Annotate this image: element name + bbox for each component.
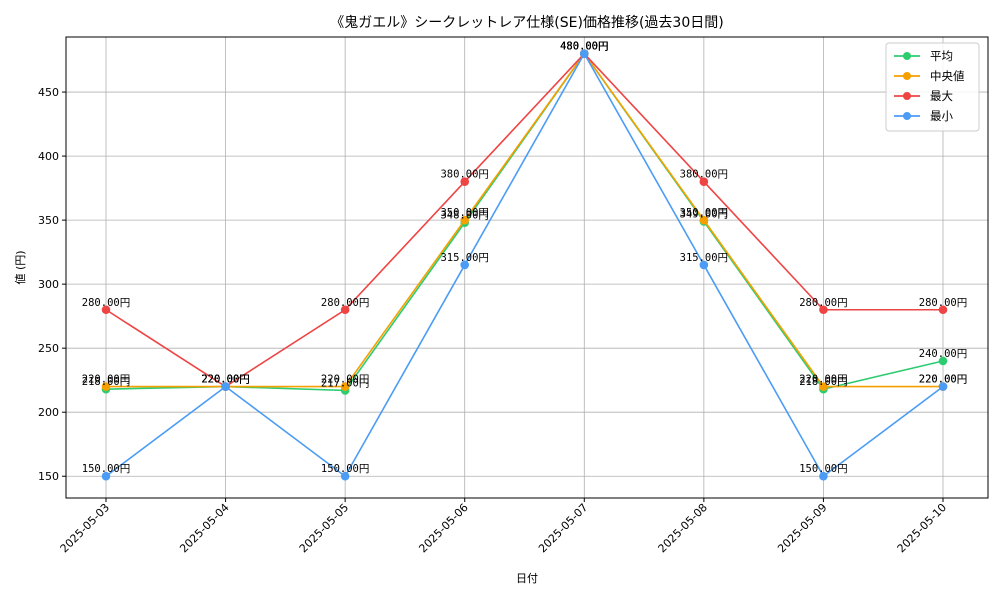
data-point [938,356,948,366]
x-tick-label: 2025-05-07 [536,501,590,555]
x-tick-label: 2025-05-03 [58,501,112,555]
data-label: 220.00円 [321,374,369,386]
series-line-中央値 [106,52,943,388]
data-label: 217.00円 [321,377,369,389]
y-tick-label: 250 [38,342,59,355]
data-point [101,382,111,391]
data-point [460,215,470,225]
chart-title: 《鬼ガエル》シークレットレア仕様(SE)価格推移(過去30日間) [330,15,723,31]
data-label: 150.00円 [82,463,130,475]
legend-label: 最小 [930,109,953,123]
data-label: 280.00円 [799,297,847,309]
data-label: 380.00円 [440,169,488,181]
plot-frame [65,36,989,499]
data-label: 348.00円 [440,210,488,222]
data-label: 220.00円 [919,374,967,386]
legend-swatch-marker [903,72,911,80]
data-label: 220.00円 [201,374,249,386]
data-point [101,305,111,315]
data-label: 280.00円 [919,297,967,309]
legend-box [885,42,980,132]
y-tick-label: 150 [38,470,59,483]
data-point [101,471,111,481]
data-label: 220.00円 [201,374,249,386]
x-tick-label: 2025-05-05 [297,501,351,555]
data-label: 218.00円 [82,376,130,388]
data-label: 220.00円 [201,374,249,386]
data-label: 315.00円 [440,252,488,264]
data-labels: 218.00円 220.00円 217.00円348.00円480.00円349.0… [82,41,967,476]
x-tick-label: 2025-05-08 [656,501,710,555]
y-tick-label: 400 [38,150,59,163]
series-line-平均 [105,52,944,392]
legend-label: 中央値 [930,69,965,83]
y-tick-label: 300 [38,278,59,291]
y-tick-label: 200 [38,406,59,419]
legend-label: 最大 [930,89,953,103]
data-label: 480.00円 [560,41,608,53]
series-line-最小 [105,52,944,478]
data-point [938,382,948,391]
data-point [340,305,350,315]
data-label: 480.00円 [560,41,608,53]
data-point [340,382,350,391]
data-label: 220.00円 [919,374,967,386]
data-point [819,305,828,315]
data-label: 280.00円 [82,297,130,309]
legend-swatch-marker [903,52,911,60]
data-point [699,215,709,225]
x-tick-label: 2025-05-09 [775,501,829,555]
data-label: 315.00円 [680,252,728,264]
legend-label: 平均 [930,49,953,63]
data-label: 349.00円 [680,208,728,220]
data-label: 280.00円 [321,297,369,309]
data-point [460,177,470,187]
x-axis-label: 日付 [516,572,538,585]
data-label: 350.00円 [440,207,488,219]
legend-swatch-marker [903,92,911,100]
data-label: 350.00円 [680,207,728,219]
data-point [819,382,828,391]
data-label: 480.00円 [560,41,608,53]
data-point [340,471,350,481]
data-label: 480.00円 [560,41,608,53]
series-line-最大 [105,52,943,388]
data-label: 218.00円 [799,376,847,388]
data-label: 150.00円 [321,463,369,475]
data-label: 220.00円 [799,374,847,386]
data-label: 240.00円 [919,348,967,360]
data-point [579,49,589,58]
y-tick-label: 350 [38,214,59,227]
data-label: 220.00円 [201,374,249,386]
x-tick-label: 2025-05-04 [177,501,231,555]
grid-lines [66,37,988,498]
data-point [938,305,948,315]
data-label: 380.00円 [680,169,728,181]
data-label: 220.00円 [82,374,130,386]
data-point [699,177,709,187]
x-tick-label: 2025-05-06 [416,501,470,555]
data-label: 150.00円 [799,463,847,475]
data-point [221,382,230,391]
y-axis-label: 値 (円) [14,250,27,284]
x-tick-label: 2025-05-10 [895,501,949,555]
series-lines [101,49,948,481]
data-point [819,471,828,481]
data-point [699,260,709,270]
legend-swatch-marker [903,112,911,120]
y-tick-label: 450 [38,86,59,99]
data-point [460,260,470,270]
